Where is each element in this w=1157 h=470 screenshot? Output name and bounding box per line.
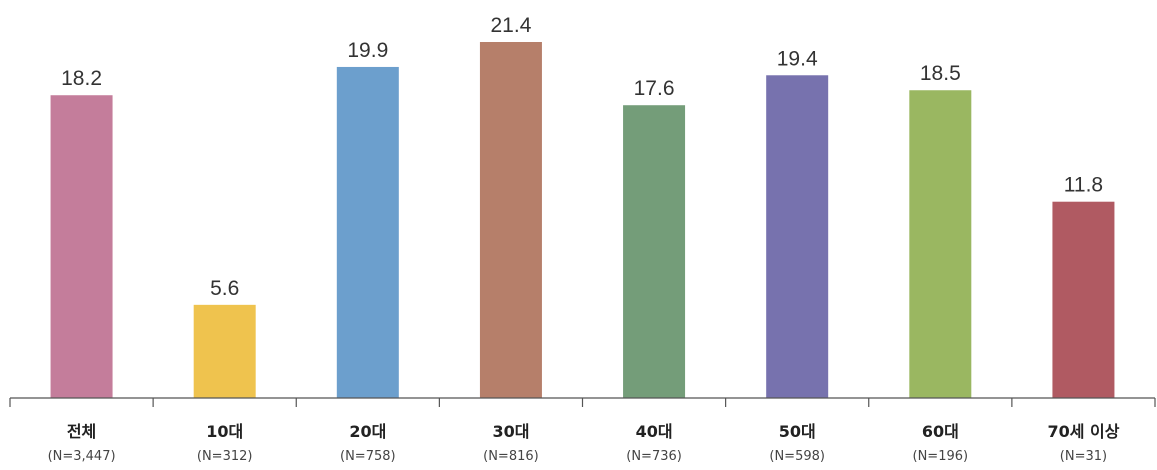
sample-size-label-3: (N=816) (483, 449, 539, 464)
sample-size-label-6: (N=196) (913, 449, 969, 464)
sample-size-label-2: (N=758) (340, 449, 396, 464)
bar-0 (50, 95, 113, 398)
value-label-3: 21.4 (491, 14, 532, 37)
value-label-6: 18.5 (920, 62, 961, 85)
value-label-5: 19.4 (777, 47, 818, 70)
sample-size-label-4: (N=736) (626, 449, 682, 464)
category-labels-layer: 전체 (N=3,447) 10대 (N=312) 20대 (N=758) 30대 (N=816… (48, 422, 1120, 464)
bars-layer (50, 42, 1115, 399)
category-label-5: 50대 (779, 422, 816, 441)
category-label-2: 20대 (349, 422, 386, 441)
value-label-7: 11.8 (1064, 174, 1103, 197)
category-label-7: 70세 이상 (1047, 422, 1119, 441)
value-label-2: 19.9 (347, 39, 388, 62)
value-labels-layer: 18.2 5.6 19.9 21.4 17.6 19.4 18.5 11.8 (61, 14, 1103, 300)
category-label-0: 전체 (67, 422, 96, 441)
value-label-4: 17.6 (634, 77, 675, 100)
bar-5 (766, 75, 829, 398)
sample-size-label-7: (N=31) (1060, 449, 1107, 464)
category-label-1: 10대 (206, 422, 243, 441)
sample-size-label-0: (N=3,447) (48, 449, 116, 464)
sample-size-label-5: (N=598) (769, 449, 825, 464)
sample-size-label-1: (N=312) (197, 449, 253, 464)
category-label-4: 40대 (636, 422, 673, 441)
bar-6 (909, 90, 972, 399)
bar-4 (623, 105, 686, 398)
value-label-0: 18.2 (61, 67, 102, 90)
value-label-1: 5.6 (210, 277, 239, 300)
bar-7 (1052, 201, 1115, 398)
bar-3 (479, 42, 542, 398)
category-label-6: 60대 (922, 422, 959, 441)
bar-2 (336, 66, 399, 398)
bar-1 (193, 304, 256, 398)
x-axis-ticks (9, 398, 1156, 407)
category-label-3: 30대 (492, 422, 529, 441)
